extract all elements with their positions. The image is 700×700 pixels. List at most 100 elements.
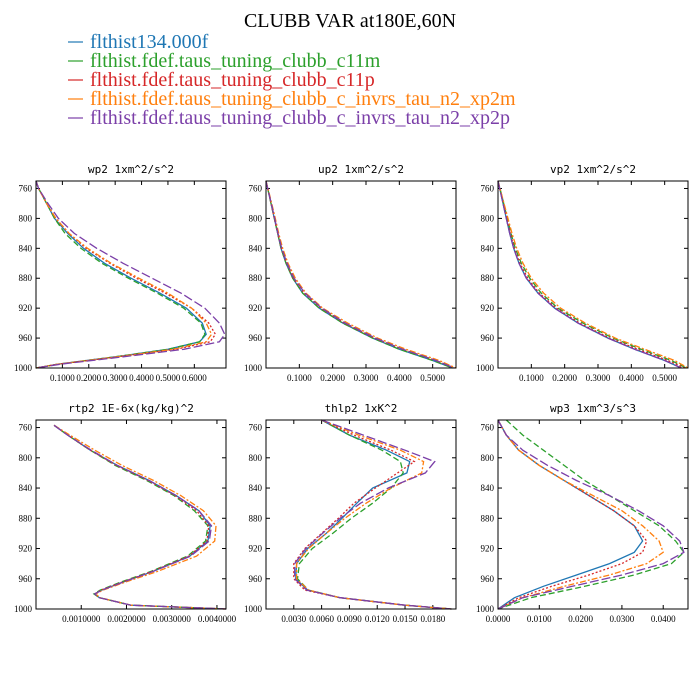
plot-frame (265, 419, 457, 610)
series-line (497, 180, 682, 369)
y-tick-label: 880 (481, 513, 495, 523)
x-tick-label: 0.4000 (129, 373, 154, 383)
x-tick-label: 0.0400 (651, 614, 676, 624)
y-tick-label: 800 (249, 213, 263, 223)
legend-item: flthist134.000f (90, 31, 209, 53)
series-line (497, 419, 685, 610)
panel-title: wp3 1xm^3/s^3 (550, 402, 636, 415)
y-tick-label: 840 (19, 483, 33, 493)
y-tick-label: 960 (19, 574, 33, 584)
x-tick-label: 0.0300 (610, 614, 635, 624)
x-tick-label: 0.0010000 (62, 614, 101, 624)
y-tick-label: 960 (249, 333, 263, 343)
y-tick-label: 800 (19, 213, 33, 223)
x-tick-label: 0.0150 (393, 614, 418, 624)
y-tick-label: 840 (19, 243, 33, 253)
y-tick-label: 840 (249, 243, 263, 253)
y-tick-label: 840 (481, 243, 495, 253)
y-tick-label: 920 (481, 544, 495, 554)
plot-frame (497, 419, 689, 610)
x-tick-label: 0.3000 (586, 373, 611, 383)
x-tick-label: 0.0120 (365, 614, 390, 624)
x-tick-label: 0.0040000 (198, 614, 237, 624)
x-tick-label: 0.5000 (652, 373, 677, 383)
plot-frame (497, 180, 689, 369)
y-tick-label: 800 (19, 453, 33, 463)
y-tick-label: 920 (19, 303, 33, 313)
y-tick-label: 1000 (14, 363, 33, 373)
plot-frame (265, 180, 457, 369)
panel: wp3 1xm^3/s^3 760 800 840 880 920 960 10000.000… (476, 402, 689, 624)
x-tick-label: 0.1000 (50, 373, 75, 383)
y-tick-label: 960 (481, 574, 495, 584)
legend: flthist134.000f flthist.fdef.taus_tuning… (68, 31, 516, 129)
x-tick-label: 0.4000 (619, 373, 644, 383)
x-tick-label: 0.2000 (552, 373, 577, 383)
x-tick-label: 0.0030 (281, 614, 306, 624)
series-line (265, 180, 455, 369)
series-line (295, 419, 452, 610)
legend-item: flthist.fdef.taus_tuning_clubb_c_invrs_t… (90, 88, 516, 110)
y-tick-label: 960 (249, 574, 263, 584)
series-line (53, 424, 227, 610)
x-tick-label: 0.0030000 (153, 614, 192, 624)
y-tick-label: 1000 (476, 363, 495, 373)
y-tick-label: 920 (19, 544, 33, 554)
panel: up2 1xm^2/s^2 760 800 840 880 920 960 1000 0.100… (244, 163, 457, 383)
y-tick-label: 760 (481, 423, 495, 433)
y-tick-label: 960 (481, 333, 495, 343)
x-tick-label: 0.0180 (420, 614, 445, 624)
series-line (35, 180, 206, 369)
y-tick-label: 1000 (244, 363, 263, 373)
plot-frame (35, 180, 227, 369)
y-tick-label: 1000 (14, 604, 33, 614)
x-tick-label: 0.0200 (568, 614, 593, 624)
x-tick-label: 0.2000 (320, 373, 345, 383)
y-tick-label: 1000 (244, 604, 263, 614)
legend-item: flthist.fdef.taus_tuning_clubb_c11m (90, 50, 381, 72)
y-tick-label: 760 (249, 183, 263, 193)
y-tick-label: 800 (481, 213, 495, 223)
y-tick-label: 840 (481, 483, 495, 493)
series-line (497, 180, 689, 369)
panel-title: vp2 1xm^2/s^2 (550, 163, 636, 176)
series-line (265, 180, 457, 369)
plot-frame (35, 419, 227, 610)
y-tick-label: 920 (249, 303, 263, 313)
x-tick-label: 0.0060 (309, 614, 334, 624)
panel-title: thlp2 1xK^2 (325, 402, 398, 415)
legend-item: flthist.fdef.taus_tuning_clubb_c11p (90, 69, 375, 91)
y-tick-label: 800 (481, 453, 495, 463)
series-line (53, 424, 227, 610)
y-tick-label: 880 (19, 273, 33, 283)
panel-title: wp2 1xm^2/s^2 (88, 163, 174, 176)
y-tick-label: 840 (249, 483, 263, 493)
legend-item: flthist.fdef.taus_tuning_clubb_c_invrs_t… (90, 107, 510, 129)
x-tick-label: 0.3000 (103, 373, 128, 383)
y-tick-label: 760 (19, 423, 33, 433)
x-tick-label: 0.4000 (387, 373, 412, 383)
series-line (497, 419, 685, 610)
series-line (497, 180, 685, 369)
panel: wp2 1xm^2/s^2 760 800 840 880 920 960 1000 0.100… (14, 163, 227, 383)
y-tick-label: 880 (249, 513, 263, 523)
x-tick-label: 0.1000 (287, 373, 312, 383)
x-tick-label: 0.5000 (156, 373, 181, 383)
series-line (497, 180, 687, 369)
series-line (296, 419, 452, 610)
chart-title: CLUBB VAR at180E,60N (244, 10, 456, 32)
x-tick-label: 0.3000 (354, 373, 379, 383)
panel: rtp2 1E-6x(kg/kg)^2 760 800 840 880 920 960 100… (14, 402, 237, 624)
x-tick-label: 0.6000 (182, 373, 207, 383)
panel-title: rtp2 1E-6x(kg/kg)^2 (68, 402, 194, 415)
panels: wp2 1xm^2/s^2 760 800 840 880 920 960 1000 0.100… (14, 163, 689, 624)
y-tick-label: 880 (249, 273, 263, 283)
series-line (53, 424, 227, 610)
y-tick-label: 920 (249, 544, 263, 554)
y-tick-label: 920 (481, 303, 495, 313)
x-tick-label: 0.2000 (76, 373, 101, 383)
x-tick-label: 0.5000 (420, 373, 445, 383)
y-tick-label: 800 (249, 453, 263, 463)
